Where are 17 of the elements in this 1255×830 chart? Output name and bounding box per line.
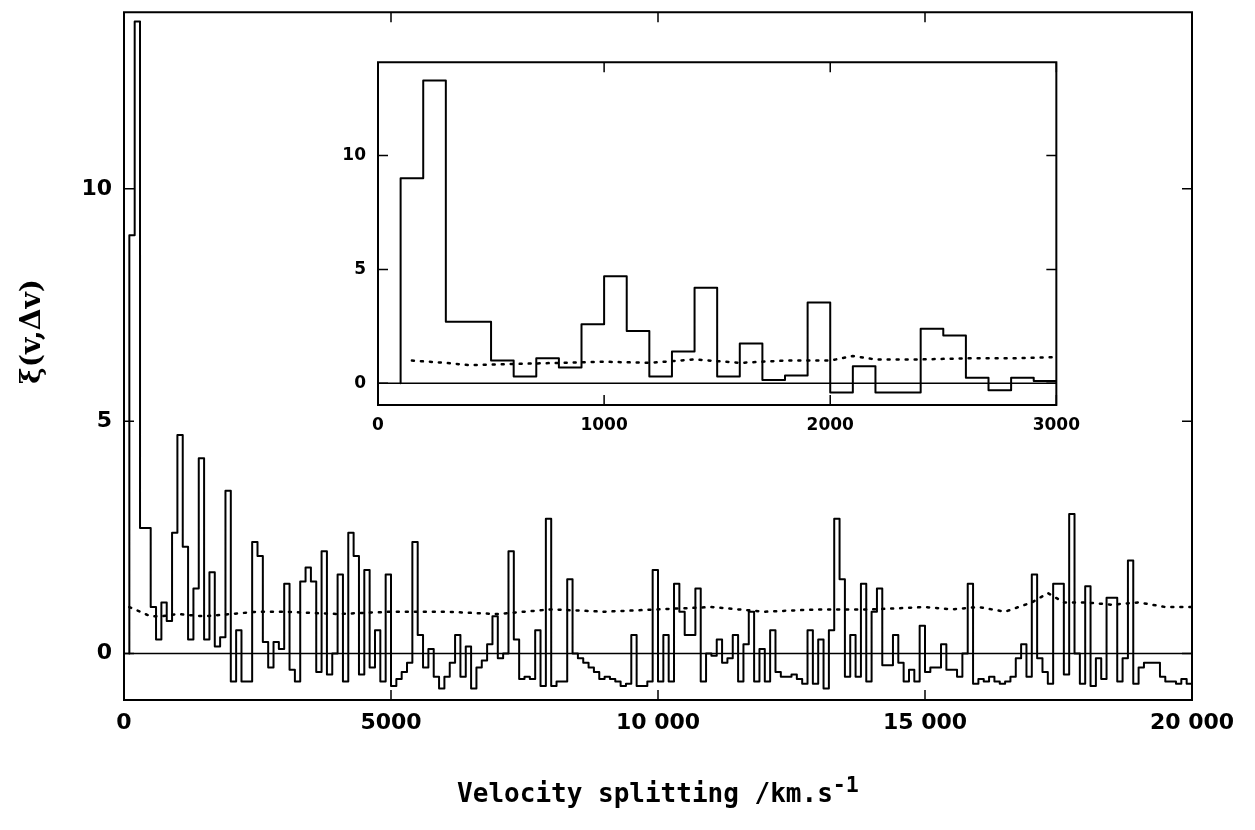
y-tick-label: 10 <box>81 174 112 200</box>
y-tick-label: 0 <box>354 371 367 392</box>
y-tick-label: 0 <box>96 639 112 665</box>
y-tick-label: 5 <box>96 406 112 432</box>
y-tick-label: 5 <box>354 257 366 278</box>
x-tick-label: 10 000 <box>615 708 701 734</box>
y-axis-title: ξ(v,Δv) <box>13 278 47 384</box>
x-tick-label: 1000 <box>580 413 628 434</box>
x-axis-title: Velocity splitting /km.s$^{-1}$ <box>456 772 860 808</box>
x-tick-label: 0 <box>116 708 132 734</box>
x-tick-label: 20 000 <box>1149 708 1235 734</box>
x-tick-label: 3000 <box>1032 413 1081 434</box>
x-tick-label: 15 000 <box>882 708 968 734</box>
x-tick-label: 5000 <box>360 708 422 734</box>
x-tick-label: 0 <box>372 413 385 434</box>
y-tick-label: 10 <box>342 144 367 165</box>
x-tick-label: 2000 <box>806 413 855 434</box>
